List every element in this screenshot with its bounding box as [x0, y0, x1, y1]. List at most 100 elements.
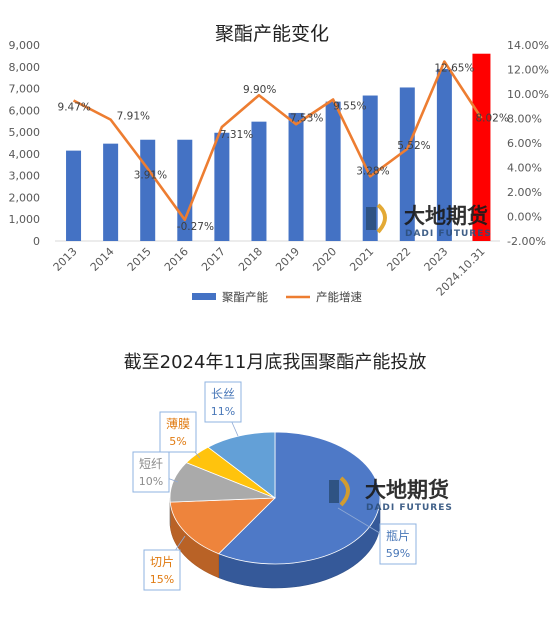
bar-series	[66, 53, 491, 242]
callout-短纤: 短纤 10%	[132, 451, 179, 493]
legend: 聚酯产能 产能增速	[192, 290, 362, 304]
left-tick-label: 0	[33, 235, 40, 248]
left-tick-label: 1,000	[9, 213, 41, 226]
left-tick-label: 7,000	[9, 83, 41, 96]
pie-slices	[169, 431, 381, 565]
chart2-title: 截至2024年11月底我国聚酯产能投放	[124, 352, 427, 373]
capacity-combo-chart: 聚酯产能变化 0 1,000 2,000 3,000 4,000 5,000 6,000 7,…	[9, 23, 549, 304]
right-tick-label: 14.00%	[507, 39, 549, 52]
x-tick-label: 2016	[162, 245, 191, 274]
callout-name: 瓶片	[386, 529, 410, 543]
legend-bar-swatch	[192, 293, 216, 300]
growth-label-2023: 12.65%	[434, 63, 474, 75]
watermark-main: 大地期货	[404, 204, 488, 228]
callout-薄膜: 薄膜 5%	[159, 411, 201, 459]
capacity-pie-chart: 截至2024年11月底我国聚酯产能投放 大地期货 DADI FUTURES 瓶片…	[124, 352, 453, 591]
growth-label-2018: 9.90%	[243, 84, 276, 96]
watermark-2: 大地期货 DADI FUTURES	[329, 476, 453, 513]
callout-box	[159, 411, 197, 453]
right-tick-label: -2.00%	[507, 235, 546, 248]
pie-slice-切片	[169, 497, 277, 555]
watermark-sub: DADI FUTURES	[366, 503, 453, 513]
callout-name: 短纤	[139, 457, 163, 471]
growth-line	[72, 60, 483, 222]
right-tick-label: 6.00%	[507, 137, 542, 150]
callout-长丝: 长丝 11%	[204, 381, 242, 437]
right-tick-label: 12.00%	[507, 64, 549, 77]
callout-pct: 5%	[169, 435, 186, 448]
growth-label-2020: 9.55%	[333, 101, 366, 113]
watermark-logo-icon	[366, 203, 387, 234]
x-tick-label: 2018	[236, 245, 265, 274]
pie-callouts: 瓶片 59% 切片 15% 短纤 10% 薄膜 5% 长丝 11%	[132, 381, 417, 591]
x-tick-label: 2017	[199, 245, 228, 274]
callout-瓶片: 瓶片 59%	[337, 507, 417, 565]
x-tick-label: 2013	[51, 245, 80, 274]
x-tick-label: 2021	[347, 245, 376, 274]
legend-bar-label: 聚酯产能	[222, 290, 268, 304]
left-tick-label: 6,000	[9, 104, 41, 117]
left-tick-label: 4,000	[9, 148, 41, 161]
left-tick-label: 9,000	[9, 39, 41, 52]
bar-2021	[362, 95, 378, 241]
callout-box	[379, 523, 417, 565]
x-tick-label: 2023	[422, 245, 451, 274]
x-tick-label: 2015	[125, 245, 154, 274]
bar-2017	[214, 132, 230, 241]
callout-name: 切片	[150, 555, 174, 569]
bar-2019	[288, 112, 304, 242]
right-tick-label: 4.00%	[507, 162, 542, 175]
watermark: 大地期货 DADI FUTURES	[366, 203, 492, 239]
chart1-title: 聚酯产能变化	[215, 23, 329, 45]
x-axis-ticks: 2013 2014 2015 2016 2017 2018 2019 2020 2021 2022…	[51, 245, 488, 299]
callout-pct: 11%	[211, 405, 235, 418]
bar-2015	[140, 139, 156, 241]
left-axis-ticks: 0 1,000 2,000 3,000 4,000 5,000 6,000 7,000 8,00…	[9, 39, 41, 248]
right-tick-label: 0.00%	[507, 211, 542, 224]
right-axis-ticks: -2.00% 0.00% 2.00% 4.00% 6.00% 8.00% 10.00% 12.…	[507, 39, 549, 248]
bar-2023	[436, 68, 452, 241]
right-tick-label: 2.00%	[507, 186, 542, 199]
growth-label-2016: -0.27%	[177, 221, 214, 233]
callout-切片: 切片 15%	[143, 535, 186, 591]
bar-2020	[325, 101, 341, 241]
legend-line-label: 产能增速	[316, 290, 362, 304]
growth-label-2017: 7.31%	[220, 129, 253, 141]
bar-2018	[251, 121, 267, 241]
right-tick-label: 8.00%	[507, 113, 542, 126]
left-tick-label: 5,000	[9, 126, 41, 139]
growth-label-2022: 5.52%	[397, 140, 430, 152]
pie-slice-瓶片	[218, 431, 381, 565]
bar-2022	[399, 87, 415, 241]
left-tick-label: 8,000	[9, 61, 41, 74]
left-tick-label: 3,000	[9, 170, 41, 183]
growth-label-2014: 7.91%	[117, 111, 150, 123]
bar-2024.10.31	[472, 53, 491, 241]
watermark-sub: DADI FUTURES	[405, 229, 492, 239]
right-tick-label: 10.00%	[507, 88, 549, 101]
callout-box	[204, 381, 242, 423]
x-tick-label: 2014	[88, 245, 117, 274]
callout-name: 长丝	[211, 387, 235, 401]
growth-data-labels: 9.47% 7.91% 3.91% -0.27% 7.31% 9.90% 7.53% 9.55…	[58, 63, 509, 233]
growth-label-2019: 7.53%	[290, 112, 323, 124]
callout-pct: 59%	[386, 547, 410, 560]
growth-label-2021: 3.28%	[356, 165, 389, 177]
bar-2013	[66, 150, 82, 241]
pie-slice-长丝	[207, 431, 276, 499]
callout-name: 薄膜	[166, 416, 190, 431]
callout-box	[132, 451, 170, 493]
callout-pct: 10%	[139, 475, 163, 488]
callout-pct: 15%	[150, 573, 174, 586]
growth-label-2015: 3.91%	[134, 170, 167, 182]
x-tick-label: 2020	[310, 245, 339, 274]
x-tick-label: 2022	[384, 245, 413, 274]
x-tick-label: 2019	[273, 245, 302, 274]
watermark-logo-icon	[329, 476, 350, 507]
growth-label-2013: 9.47%	[58, 101, 91, 113]
left-tick-label: 2,000	[9, 191, 41, 204]
bar-2014	[103, 143, 119, 241]
growth-label-2024.10.31: 8.02%	[475, 112, 508, 124]
watermark-main: 大地期货	[365, 478, 449, 502]
